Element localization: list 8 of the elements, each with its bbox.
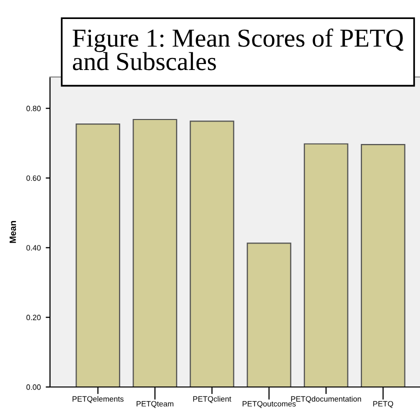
y-axis-title: Mean <box>10 221 16 243</box>
bar <box>190 120 234 387</box>
bar <box>304 143 348 387</box>
bar <box>360 144 406 387</box>
bar <box>76 123 120 387</box>
bar <box>246 242 292 387</box>
bar <box>132 118 178 387</box>
chart-title: Figure 1: Mean Scores of PETQ and Subscales <box>72 28 404 70</box>
